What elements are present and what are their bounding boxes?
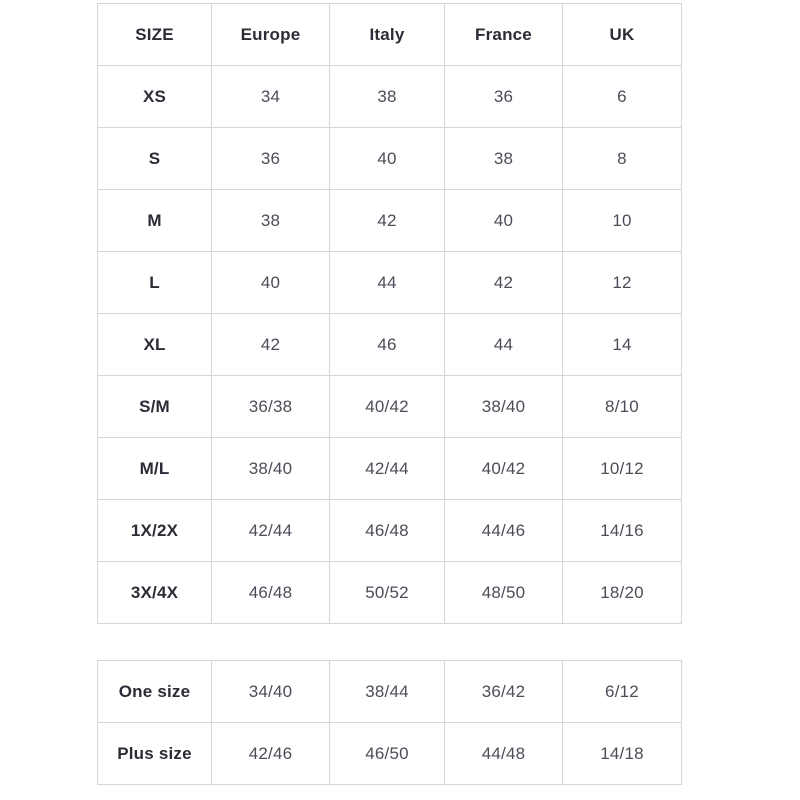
- size-label: S: [97, 127, 212, 190]
- table-row-one-size: One size 34/40 38/44 36/42 6/12: [97, 660, 682, 723]
- uk-value: 10/12: [562, 437, 682, 500]
- table-row-ml: M/L 38/40 42/44 40/42 10/12: [97, 437, 682, 500]
- table-row-xs: XS 34 38 36 6: [97, 65, 682, 128]
- europe-value: 42: [211, 313, 330, 376]
- uk-value: 14/16: [562, 499, 682, 562]
- europe-value: 36: [211, 127, 330, 190]
- header-cell-uk: UK: [562, 3, 682, 66]
- europe-value: 36/38: [211, 375, 330, 438]
- france-value: 36/42: [444, 660, 563, 723]
- italy-value: 46/50: [329, 722, 445, 785]
- table-row-1x2x: 1X/2X 42/44 46/48 44/46 14/16: [97, 499, 682, 562]
- table-row-l: L 40 44 42 12: [97, 251, 682, 314]
- header-cell-italy: Italy: [329, 3, 445, 66]
- size-label: Plus size: [97, 722, 212, 785]
- italy-value: 50/52: [329, 561, 445, 624]
- france-value: 36: [444, 65, 563, 128]
- header-cell-europe: Europe: [211, 3, 330, 66]
- italy-value: 42: [329, 189, 445, 252]
- size-label: XL: [97, 313, 212, 376]
- france-value: 44/48: [444, 722, 563, 785]
- header-row: SIZE Europe Italy France UK: [97, 3, 682, 66]
- france-value: 42: [444, 251, 563, 314]
- italy-value: 46/48: [329, 499, 445, 562]
- header-cell-france: France: [444, 3, 563, 66]
- uk-value: 14: [562, 313, 682, 376]
- table-row-m: M 38 42 40 10: [97, 189, 682, 252]
- size-label: S/M: [97, 375, 212, 438]
- table-row-sm: S/M 36/38 40/42 38/40 8/10: [97, 375, 682, 438]
- size-label: M: [97, 189, 212, 252]
- europe-value: 42/44: [211, 499, 330, 562]
- size-conversion-table-special: One size 34/40 38/44 36/42 6/12 Plus siz…: [97, 660, 682, 785]
- italy-value: 40: [329, 127, 445, 190]
- europe-value: 38/40: [211, 437, 330, 500]
- table-row-s: S 36 40 38 8: [97, 127, 682, 190]
- europe-value: 42/46: [211, 722, 330, 785]
- table-row-3x4x: 3X/4X 46/48 50/52 48/50 18/20: [97, 561, 682, 624]
- europe-value: 46/48: [211, 561, 330, 624]
- size-label: XS: [97, 65, 212, 128]
- size-label: L: [97, 251, 212, 314]
- size-label: One size: [97, 660, 212, 723]
- france-value: 38/40: [444, 375, 563, 438]
- italy-value: 40/42: [329, 375, 445, 438]
- italy-value: 46: [329, 313, 445, 376]
- uk-value: 6/12: [562, 660, 682, 723]
- europe-value: 34: [211, 65, 330, 128]
- italy-value: 38/44: [329, 660, 445, 723]
- uk-value: 8: [562, 127, 682, 190]
- france-value: 40: [444, 189, 563, 252]
- uk-value: 6: [562, 65, 682, 128]
- uk-value: 8/10: [562, 375, 682, 438]
- france-value: 38: [444, 127, 563, 190]
- size-conversion-table-main: SIZE Europe Italy France UK XS 34 38 36 …: [97, 3, 682, 624]
- size-label: 1X/2X: [97, 499, 212, 562]
- uk-value: 12: [562, 251, 682, 314]
- france-value: 48/50: [444, 561, 563, 624]
- europe-value: 38: [211, 189, 330, 252]
- europe-value: 40: [211, 251, 330, 314]
- france-value: 44/46: [444, 499, 563, 562]
- uk-value: 18/20: [562, 561, 682, 624]
- italy-value: 44: [329, 251, 445, 314]
- italy-value: 42/44: [329, 437, 445, 500]
- table-row-xl: XL 42 46 44 14: [97, 313, 682, 376]
- uk-value: 14/18: [562, 722, 682, 785]
- size-label: M/L: [97, 437, 212, 500]
- uk-value: 10: [562, 189, 682, 252]
- header-cell-size: SIZE: [97, 3, 212, 66]
- table-row-plus-size: Plus size 42/46 46/50 44/48 14/18: [97, 722, 682, 785]
- italy-value: 38: [329, 65, 445, 128]
- europe-value: 34/40: [211, 660, 330, 723]
- france-value: 40/42: [444, 437, 563, 500]
- france-value: 44: [444, 313, 563, 376]
- size-label: 3X/4X: [97, 561, 212, 624]
